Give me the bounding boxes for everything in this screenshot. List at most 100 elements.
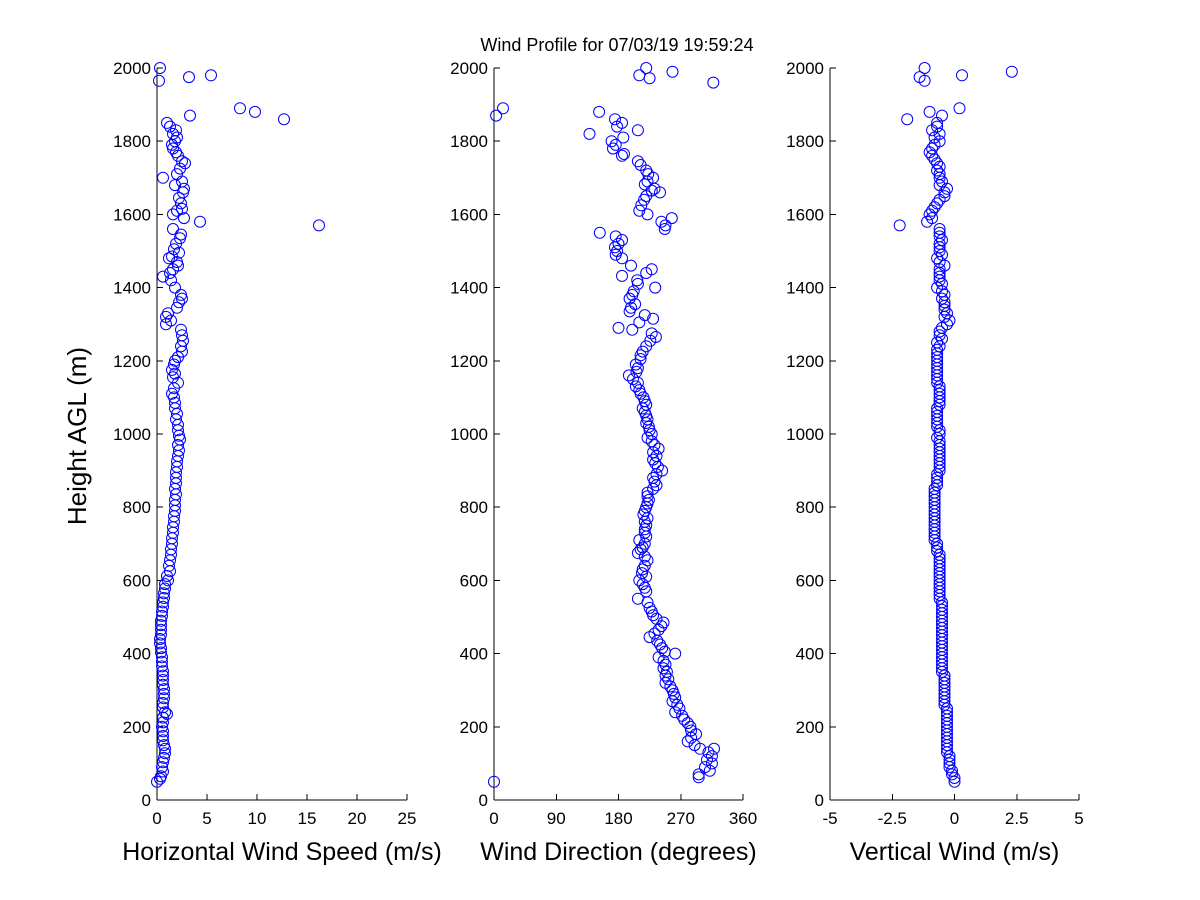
data-point — [155, 628, 167, 641]
x-tick-label: 0 — [489, 809, 498, 828]
data-point — [168, 358, 180, 371]
data-point — [616, 116, 628, 129]
data-point — [634, 543, 647, 556]
y-tick-label: 600 — [460, 571, 488, 590]
data-point — [167, 223, 179, 235]
data-point — [659, 669, 672, 682]
data-point — [926, 142, 939, 155]
data-point — [657, 662, 670, 675]
data-point — [946, 764, 958, 777]
data-point — [156, 609, 168, 622]
data-point — [681, 717, 694, 730]
data-point — [160, 318, 172, 331]
data-point — [313, 219, 325, 232]
data-point — [205, 69, 217, 82]
data-point — [631, 376, 644, 389]
data-point — [921, 215, 934, 228]
data-point — [933, 325, 946, 338]
data-point — [638, 178, 651, 191]
data-point — [161, 116, 173, 129]
data-point — [156, 761, 168, 774]
data-point — [157, 697, 169, 709]
data-point — [184, 109, 196, 122]
data-point — [928, 534, 941, 547]
y-tick-label: 1800 — [113, 132, 151, 151]
data-point — [609, 113, 621, 126]
data-point — [593, 226, 606, 239]
data-point — [638, 193, 651, 206]
x-tick-label: 270 — [667, 809, 695, 828]
data-point — [948, 772, 961, 784]
data-point — [631, 155, 644, 168]
data-point — [157, 600, 169, 613]
panel-horizontal-wind-speed: 0 200 400 600 800 1000 1200 1400 1600 1800 2000 0 5 1… — [113, 59, 442, 866]
data-point — [948, 775, 961, 788]
data-point — [490, 109, 503, 122]
data-point — [629, 358, 642, 371]
data-point — [164, 267, 176, 279]
data-point — [933, 457, 946, 470]
data-point — [157, 756, 169, 769]
data-point — [154, 633, 166, 645]
data-point — [666, 65, 679, 78]
data-point — [943, 757, 956, 770]
x-tick-label: 0 — [152, 809, 161, 828]
y-tick-label: 1600 — [786, 205, 824, 224]
data-point — [634, 349, 647, 362]
data-point — [933, 270, 946, 283]
data-point — [640, 267, 653, 279]
data-point — [936, 662, 948, 675]
data-point — [669, 647, 682, 660]
data-point — [171, 204, 183, 217]
y-tick-label: 400 — [460, 645, 488, 664]
data-point — [194, 215, 206, 228]
data-point — [931, 417, 944, 429]
x-tick-label: 15 — [298, 809, 317, 828]
data-point — [933, 592, 946, 605]
y-tick-label: 2000 — [113, 59, 151, 78]
data-point — [933, 223, 946, 235]
data-point — [618, 148, 630, 160]
data-point — [641, 208, 654, 221]
data-point — [938, 698, 951, 711]
data-point — [938, 691, 951, 704]
data-point — [933, 171, 946, 184]
data-point — [703, 764, 716, 777]
data-point — [154, 772, 166, 785]
data-point — [926, 124, 939, 137]
data-point — [943, 314, 956, 327]
data-point — [154, 637, 166, 650]
data-point — [164, 120, 176, 133]
panel-wind-direction: 0 200 400 600 800 1000 1200 1400 1600 1800 2000 0 90… — [450, 59, 757, 866]
data-point — [176, 155, 188, 168]
data-point — [636, 563, 649, 576]
data-point — [155, 614, 167, 627]
data-point — [933, 241, 946, 254]
data-point — [654, 186, 666, 199]
data-point — [636, 578, 649, 591]
data-point — [640, 62, 653, 74]
data-point — [158, 751, 170, 764]
data-point — [641, 554, 654, 567]
x-tick-label: 360 — [729, 809, 757, 828]
data-point — [174, 162, 186, 175]
data-point — [692, 768, 705, 781]
data-point — [643, 631, 656, 644]
data-point — [643, 72, 656, 85]
data-point — [157, 171, 169, 184]
data-point — [933, 589, 946, 601]
x-tick-label: -5 — [822, 809, 837, 828]
y-tick-label: 1000 — [786, 425, 824, 444]
y-tick-label: 2000 — [450, 59, 488, 78]
data-point — [931, 545, 944, 558]
data-point — [926, 149, 939, 162]
data-point — [953, 102, 966, 115]
data-point — [936, 234, 948, 246]
data-point — [616, 234, 628, 246]
data-point — [155, 623, 167, 636]
data-point — [622, 369, 635, 382]
data-point — [616, 269, 628, 282]
x-axis-label-wind-direction: Wind Direction (degrees) — [480, 838, 757, 866]
data-point — [607, 142, 619, 155]
data-point — [931, 475, 944, 488]
